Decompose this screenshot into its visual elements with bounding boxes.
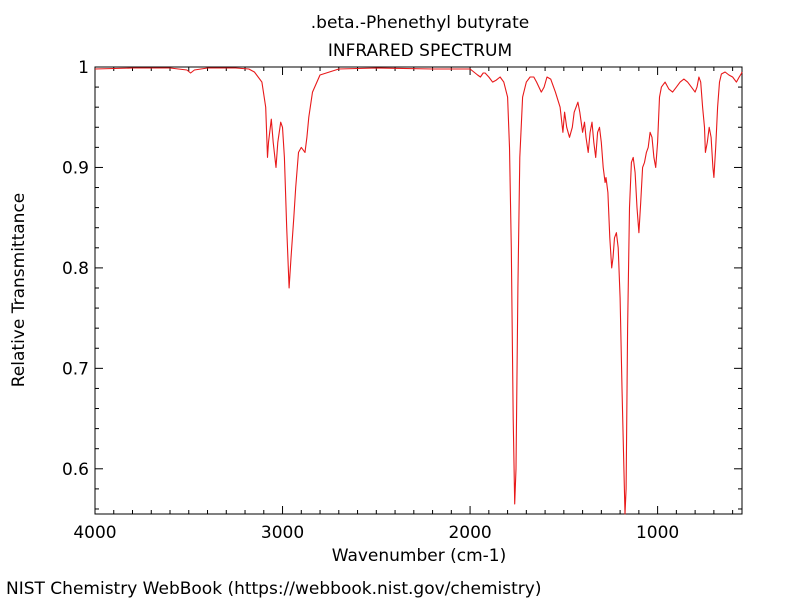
x-tick-label: 2000 xyxy=(448,523,491,543)
x-axis-label: Wavenumber (cm-1) xyxy=(332,546,507,566)
plot-frame xyxy=(94,66,743,515)
x-tick-label: 4000 xyxy=(73,523,116,543)
plot-area: 4000 3000 2000 1000 0.6 0.7 0.8 0.9 1 xyxy=(62,58,743,543)
y-tick-label: 0.9 xyxy=(62,158,89,178)
y-tick-label: 0.6 xyxy=(62,460,89,480)
y-axis-label: Relative Transmittance xyxy=(9,193,29,388)
y-tick-labels: 0.6 0.7 0.8 0.9 1 xyxy=(62,58,89,480)
major-ticks xyxy=(94,66,742,514)
series-layer xyxy=(94,67,743,515)
chart-title: .beta.-Phenethyl butyrate xyxy=(311,13,529,33)
x-tick-label: 1000 xyxy=(636,523,679,543)
chart-subtitle: INFRARED SPECTRUM xyxy=(328,41,512,61)
spectrum-line xyxy=(94,67,743,515)
footer-credit: NIST Chemistry WebBook (https://webbook.… xyxy=(6,579,541,599)
y-tick-label: 0.7 xyxy=(62,359,89,379)
x-tick-labels: 4000 3000 2000 1000 xyxy=(73,523,679,543)
x-tick-label: 3000 xyxy=(261,523,304,543)
minor-ticks xyxy=(95,67,742,514)
y-tick-label: 1 xyxy=(78,58,89,78)
y-tick-label: 0.8 xyxy=(62,259,89,279)
